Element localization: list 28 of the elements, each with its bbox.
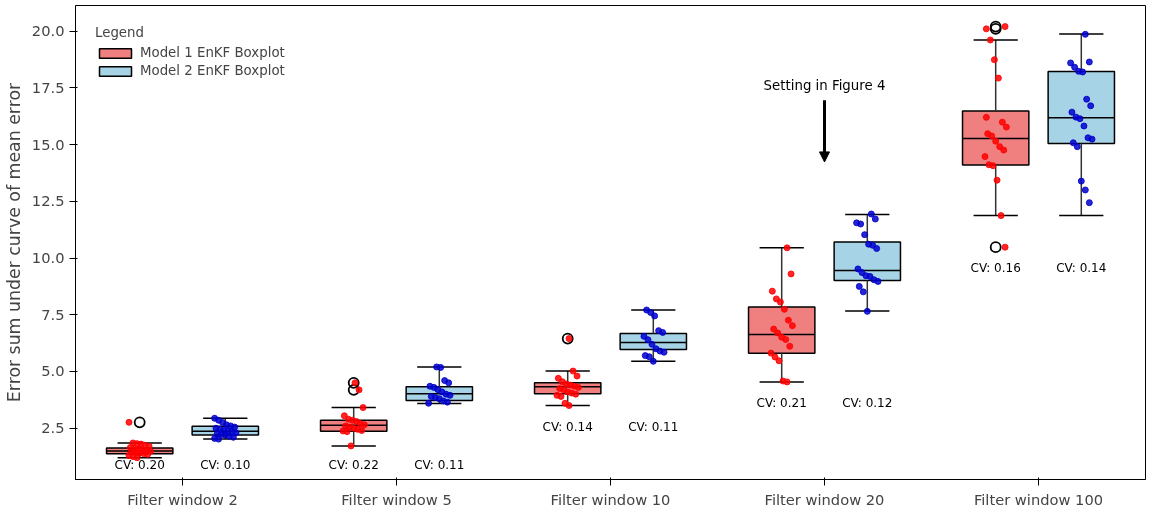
y-axis-title: Error sum under curve of mean error bbox=[3, 81, 24, 403]
legend-label: Model 1 EnKF Boxplot bbox=[140, 45, 285, 60]
annotation: CV: 0.11 bbox=[628, 419, 679, 434]
annotation: CV: 0.11 bbox=[414, 458, 465, 473]
annotation: Setting in Figure 4 bbox=[763, 78, 886, 94]
y-tick-label: 2.5 bbox=[41, 419, 65, 437]
y-tick-label: 17.5 bbox=[31, 78, 65, 96]
annotation: CV: 0.14 bbox=[542, 419, 593, 434]
y-tick-label: 12.5 bbox=[31, 192, 65, 210]
annotation: CV: 0.16 bbox=[970, 261, 1021, 276]
annotation: CV: 0.21 bbox=[756, 396, 807, 411]
legend-title: Legend bbox=[95, 25, 145, 40]
x-tick-label: Filter window 100 bbox=[973, 490, 1104, 508]
annotation: CV: 0.22 bbox=[328, 458, 379, 473]
y-tick-label: 15.0 bbox=[31, 135, 65, 153]
y-tick-label: 5.0 bbox=[41, 362, 65, 380]
annotation: CV: 0.12 bbox=[842, 396, 893, 411]
y-tick-label: 7.5 bbox=[41, 305, 65, 323]
x-tick-label: Filter window 10 bbox=[550, 490, 671, 508]
x-tick-label: Filter window 5 bbox=[341, 490, 452, 508]
y-tick-label: 20.0 bbox=[31, 22, 65, 40]
annotation: CV: 0.10 bbox=[200, 458, 251, 473]
x-tick-label: Filter window 2 bbox=[127, 490, 238, 508]
annotation: CV: 0.20 bbox=[114, 458, 165, 473]
y-tick-label: 10.0 bbox=[31, 249, 65, 267]
legend-label: Model 2 EnKF Boxplot bbox=[140, 63, 285, 78]
annotation: CV: 0.14 bbox=[1056, 261, 1107, 276]
x-tick-label: Filter window 20 bbox=[764, 490, 885, 508]
